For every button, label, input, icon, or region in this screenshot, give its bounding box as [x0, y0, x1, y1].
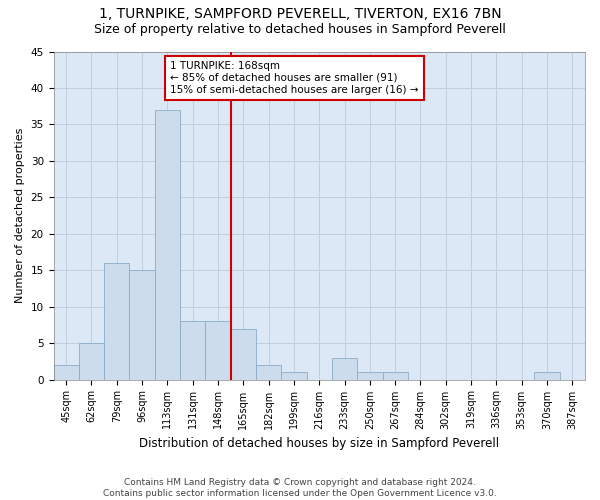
Bar — [53, 365, 79, 380]
Text: 1 TURNPIKE: 168sqm
← 85% of detached houses are smaller (91)
15% of semi-detache: 1 TURNPIKE: 168sqm ← 85% of detached hou… — [170, 62, 419, 94]
Y-axis label: Number of detached properties: Number of detached properties — [15, 128, 25, 303]
Bar — [332, 358, 357, 380]
Text: 1, TURNPIKE, SAMPFORD PEVERELL, TIVERTON, EX16 7BN: 1, TURNPIKE, SAMPFORD PEVERELL, TIVERTON… — [98, 8, 502, 22]
Bar — [230, 328, 256, 380]
Bar — [383, 372, 408, 380]
Bar — [104, 263, 130, 380]
X-axis label: Distribution of detached houses by size in Sampford Peverell: Distribution of detached houses by size … — [139, 437, 499, 450]
Bar — [357, 372, 383, 380]
Text: Size of property relative to detached houses in Sampford Peverell: Size of property relative to detached ho… — [94, 22, 506, 36]
Bar — [281, 372, 307, 380]
Bar — [79, 343, 104, 380]
Bar — [155, 110, 180, 380]
Bar — [180, 321, 205, 380]
Bar — [256, 365, 281, 380]
Text: Contains HM Land Registry data © Crown copyright and database right 2024.
Contai: Contains HM Land Registry data © Crown c… — [103, 478, 497, 498]
Bar — [205, 321, 230, 380]
Bar — [130, 270, 155, 380]
Bar — [535, 372, 560, 380]
